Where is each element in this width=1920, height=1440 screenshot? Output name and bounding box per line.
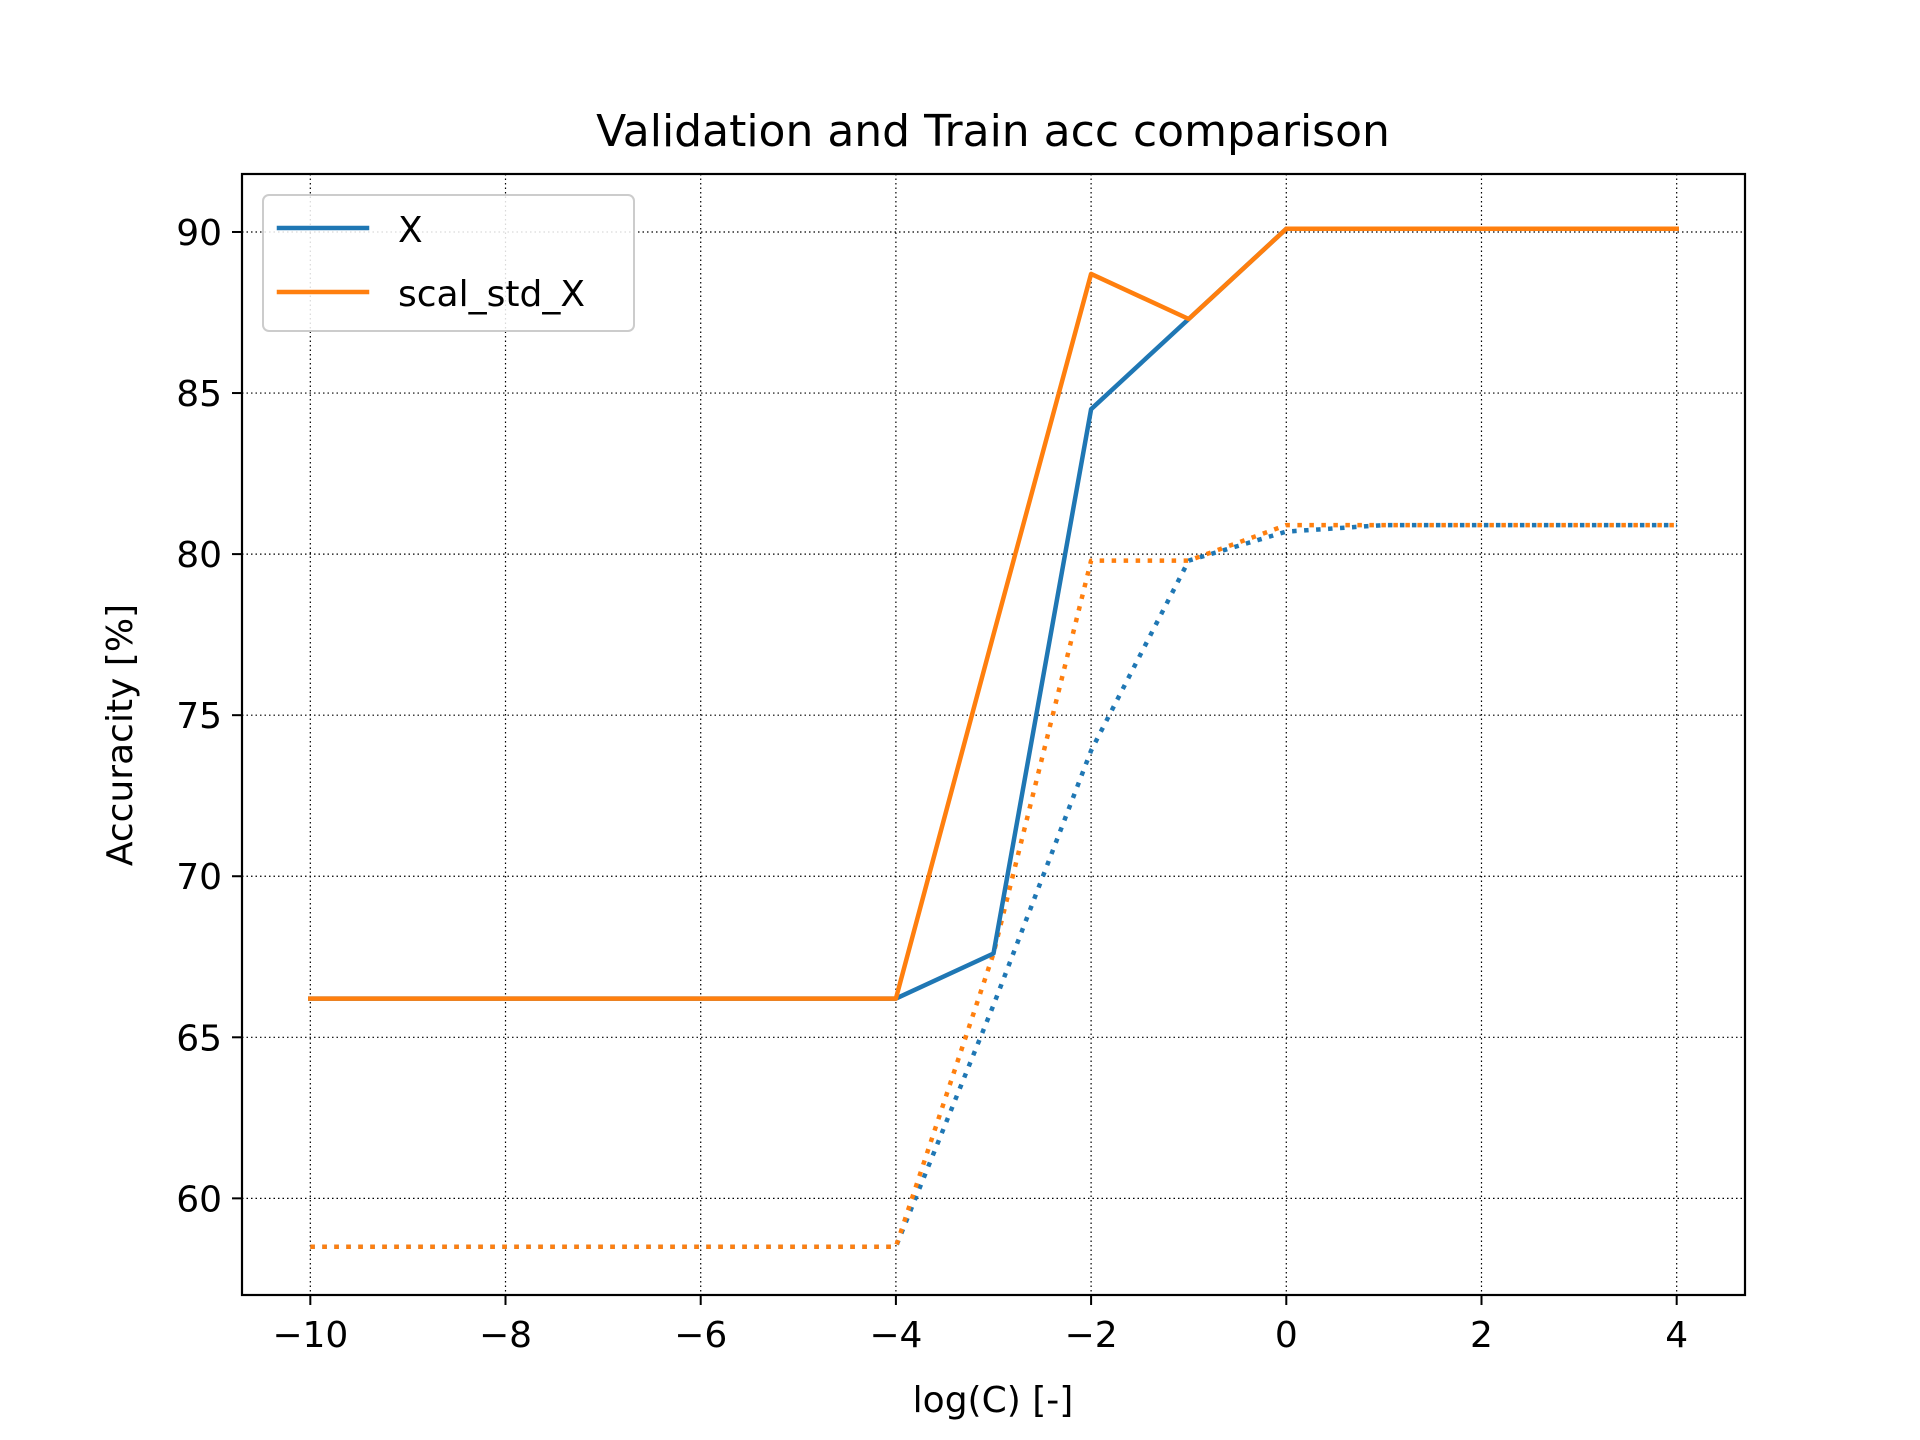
y-tick-label: 85 [176,374,222,415]
y-tick-label: 65 [176,1018,222,1059]
y-tick-label: 90 [176,213,222,254]
y-tick-label: 80 [176,535,222,576]
x-tick-label: −8 [479,1315,532,1356]
x-axis: −10 −8 −6 −4 −2 0 2 4 [272,1295,1688,1356]
legend-label-x: X [398,210,423,251]
x-axis-label: log(C) [-] [913,1380,1074,1421]
y-tick-label: 70 [176,857,222,898]
x-tick-label: −10 [272,1315,348,1356]
legend: X scal_std_X [262,194,635,332]
x-tick-label: −6 [674,1315,727,1356]
y-axis-label: Accuracity [%] [100,604,141,866]
x-tick-label: 0 [1275,1315,1298,1356]
y-tick-label: 75 [176,696,222,737]
x-tick-label: −2 [1065,1315,1118,1356]
y-axis: 60 65 70 75 80 85 90 [176,213,242,1220]
y-tick-label: 60 [176,1179,222,1220]
series-line-x-dotted [310,522,1677,1249]
series-layer [308,226,1679,1249]
plot-frame [240,172,1747,1297]
legend-label-scal-std-x: scal_std_X [398,274,585,315]
series-line-scal-std-x [308,226,1679,1001]
chart-title: Validation and Train acc comparison [596,106,1390,157]
x-tick-label: 4 [1665,1315,1688,1356]
x-tick-label: −4 [869,1315,922,1356]
x-tick-label: 2 [1470,1315,1493,1356]
grid [242,174,1745,1295]
